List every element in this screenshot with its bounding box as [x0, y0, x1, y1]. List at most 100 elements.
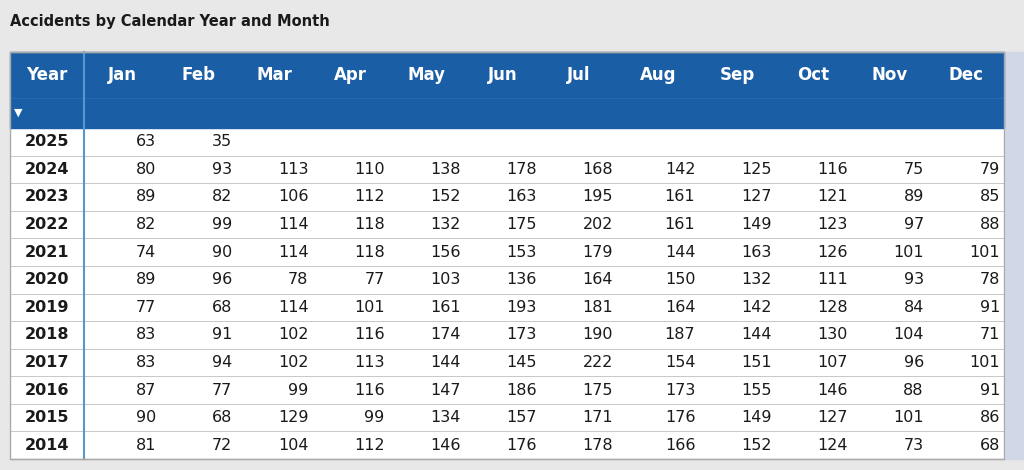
Text: 102: 102: [278, 328, 308, 342]
Text: 163: 163: [741, 244, 771, 259]
Text: Accidents by Calendar Year and Month: Accidents by Calendar Year and Month: [10, 14, 330, 29]
Text: 151: 151: [740, 355, 771, 370]
Text: Feb: Feb: [181, 66, 215, 84]
Text: 150: 150: [665, 272, 695, 287]
Text: 156: 156: [430, 244, 461, 259]
Text: 72: 72: [212, 438, 232, 453]
Text: 166: 166: [665, 438, 695, 453]
Text: 186: 186: [506, 383, 537, 398]
Text: 2019: 2019: [25, 300, 70, 315]
Text: 88: 88: [903, 383, 924, 398]
Text: 176: 176: [506, 438, 537, 453]
Text: 68: 68: [212, 410, 232, 425]
Text: 96: 96: [903, 355, 924, 370]
Text: Jul: Jul: [567, 66, 591, 84]
Text: 82: 82: [136, 217, 156, 232]
Text: 202: 202: [583, 217, 613, 232]
Text: Jun: Jun: [488, 66, 518, 84]
Text: 106: 106: [278, 189, 308, 204]
Text: 181: 181: [583, 300, 613, 315]
Text: 101: 101: [893, 244, 924, 259]
Text: 104: 104: [893, 328, 924, 342]
Text: 104: 104: [278, 438, 308, 453]
Text: 152: 152: [741, 438, 771, 453]
Text: 132: 132: [741, 272, 771, 287]
Text: 79: 79: [980, 162, 999, 177]
Text: 168: 168: [583, 162, 613, 177]
Text: 114: 114: [278, 217, 308, 232]
Text: 101: 101: [970, 244, 999, 259]
Text: 179: 179: [583, 244, 613, 259]
Text: 175: 175: [583, 383, 613, 398]
Text: 152: 152: [430, 189, 461, 204]
Text: 163: 163: [507, 189, 537, 204]
Text: Year: Year: [27, 66, 68, 84]
Text: 171: 171: [583, 410, 613, 425]
Text: 128: 128: [817, 300, 848, 315]
Text: 103: 103: [430, 272, 461, 287]
Text: 146: 146: [817, 383, 848, 398]
Text: 124: 124: [817, 438, 848, 453]
Text: 134: 134: [430, 410, 461, 425]
Text: Jan: Jan: [108, 66, 136, 84]
Text: 112: 112: [354, 189, 385, 204]
Text: Apr: Apr: [334, 66, 367, 84]
Text: 173: 173: [507, 328, 537, 342]
Text: 114: 114: [278, 244, 308, 259]
Text: 173: 173: [665, 383, 695, 398]
Text: 164: 164: [665, 300, 695, 315]
Text: 111: 111: [817, 272, 848, 287]
Text: 116: 116: [354, 328, 385, 342]
Text: 157: 157: [506, 410, 537, 425]
Text: 2014: 2014: [25, 438, 70, 453]
Text: 123: 123: [817, 217, 848, 232]
Text: 91: 91: [212, 328, 232, 342]
Text: 116: 116: [354, 383, 385, 398]
Text: 153: 153: [507, 244, 537, 259]
Text: 121: 121: [817, 189, 848, 204]
Bar: [1004, 52, 1024, 459]
Text: 89: 89: [903, 189, 924, 204]
Text: 193: 193: [507, 300, 537, 315]
Text: 146: 146: [430, 438, 461, 453]
Text: 147: 147: [430, 383, 461, 398]
Text: 149: 149: [741, 217, 771, 232]
Text: 2015: 2015: [25, 410, 70, 425]
Text: 87: 87: [136, 383, 156, 398]
Text: Oct: Oct: [798, 66, 829, 84]
Text: 107: 107: [817, 355, 848, 370]
Text: 91: 91: [980, 383, 999, 398]
Text: 2018: 2018: [25, 328, 70, 342]
Text: 222: 222: [583, 355, 613, 370]
Text: 145: 145: [506, 355, 537, 370]
Text: 149: 149: [741, 410, 771, 425]
Text: 114: 114: [278, 300, 308, 315]
Text: 113: 113: [354, 355, 385, 370]
Text: 91: 91: [980, 300, 999, 315]
Text: 2022: 2022: [25, 217, 70, 232]
Text: 82: 82: [212, 189, 232, 204]
Text: 77: 77: [212, 383, 232, 398]
Text: 125: 125: [741, 162, 771, 177]
Text: 93: 93: [212, 162, 232, 177]
Text: 176: 176: [665, 410, 695, 425]
Text: 84: 84: [903, 300, 924, 315]
Text: 2021: 2021: [25, 244, 70, 259]
Text: 178: 178: [583, 438, 613, 453]
Text: 144: 144: [741, 328, 771, 342]
Text: 90: 90: [212, 244, 232, 259]
Text: 161: 161: [665, 217, 695, 232]
Text: ▼: ▼: [14, 108, 23, 118]
Text: 83: 83: [136, 328, 156, 342]
Text: 96: 96: [212, 272, 232, 287]
Text: 99: 99: [365, 410, 385, 425]
Text: 127: 127: [817, 410, 848, 425]
Text: 195: 195: [583, 189, 613, 204]
Text: 130: 130: [817, 328, 848, 342]
Text: 101: 101: [970, 355, 999, 370]
Text: Mar: Mar: [256, 66, 293, 84]
Text: 110: 110: [354, 162, 385, 177]
Text: 113: 113: [278, 162, 308, 177]
Text: 112: 112: [354, 438, 385, 453]
Text: 88: 88: [979, 217, 999, 232]
